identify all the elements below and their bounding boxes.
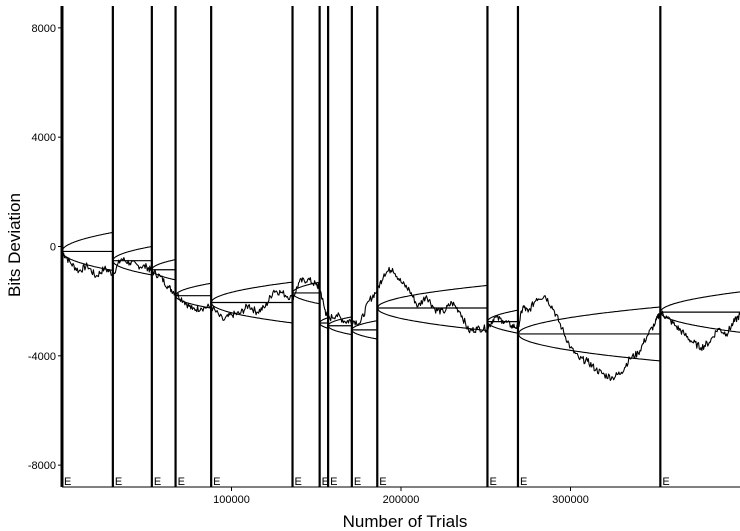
segment-marker-label: E <box>662 476 669 488</box>
deviation-trace <box>61 251 740 381</box>
y-tick-label: -4000 <box>28 351 56 363</box>
segment-marker-label: E <box>64 476 71 488</box>
lower-envelope <box>112 260 152 276</box>
y-axis-label: Bits Deviation <box>5 193 24 297</box>
upper-envelope <box>61 231 113 252</box>
x-axis-label: Number of Trials <box>343 512 468 531</box>
y-tick-label: 4000 <box>32 132 56 144</box>
lower-envelope <box>327 325 352 336</box>
y-tick-label: 8000 <box>32 23 56 35</box>
segment-separators <box>60 6 662 487</box>
lower-envelope <box>517 333 661 362</box>
tick-labels: 8000 4000 0 -4000 -8000 100000 200000 300000 <box>28 23 589 506</box>
y-tick-label: -8000 <box>28 460 56 472</box>
lower-envelope <box>175 295 212 309</box>
lower-envelope <box>291 292 320 305</box>
segment-marker-label: E <box>330 476 337 488</box>
segment-marker-label: E <box>295 476 302 488</box>
upper-envelope <box>351 320 378 331</box>
upper-envelope <box>151 259 176 270</box>
segment-marker-label: E <box>213 476 220 488</box>
lower-envelope <box>659 311 740 333</box>
upper-envelope <box>319 317 329 324</box>
upper-envelope <box>486 309 519 322</box>
upper-envelope <box>112 245 152 261</box>
segment-marker-label: E <box>354 476 361 488</box>
lower-envelope <box>210 302 293 324</box>
segment-marker-label: E <box>322 476 329 488</box>
x-tick-label: 200000 <box>383 494 420 506</box>
deviation-line <box>61 251 740 381</box>
segment-marker-label: E <box>489 476 496 488</box>
upper-envelope <box>659 291 740 313</box>
segment-baselines <box>62 250 740 335</box>
upper-envelope <box>210 281 293 303</box>
segment-marker-label: E <box>115 476 122 488</box>
x-tick-label: 300000 <box>552 494 589 506</box>
segment-marker-label: E <box>154 476 161 488</box>
lower-envelope <box>376 307 488 332</box>
y-tick-label: 0 <box>50 242 56 254</box>
upper-envelope <box>327 316 352 326</box>
chart-axes <box>61 6 740 488</box>
segment-marker-label: E <box>520 476 527 488</box>
x-tick-label: 100000 <box>213 494 250 506</box>
segment-marker-label: E <box>178 476 185 488</box>
upper-envelope <box>175 282 212 296</box>
upper-envelope <box>376 284 488 309</box>
lower-envelope <box>351 329 378 340</box>
segment-marker-label: E <box>379 476 386 488</box>
lower-envelope <box>319 322 329 329</box>
upper-envelope <box>517 306 661 335</box>
envelope-curves <box>61 231 740 362</box>
lower-envelope <box>486 321 519 334</box>
